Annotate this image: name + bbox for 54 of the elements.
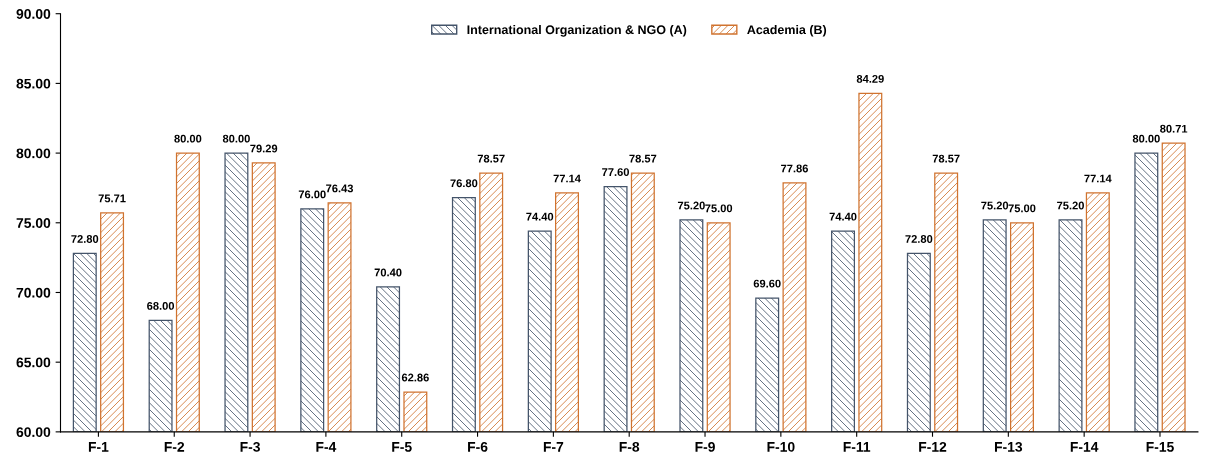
data-label: 77.60 [602,168,629,177]
x-tick-label: F-4 [316,442,337,452]
legend-label: Academia (B) [747,24,827,37]
x-tick-label: F-8 [619,441,640,452]
x-tick-label: F-5 [392,442,412,452]
x-tick-label: F-10 [767,441,795,452]
data-label: 72.80 [71,235,99,243]
x-tick-label: F-6 [468,441,488,452]
data-label: 76.00 [298,190,326,199]
data-label: 75.20 [981,201,1009,210]
y-tick-label: 70.00 [16,287,51,298]
y-tick-label: 80.00 [16,148,51,159]
y-tick-label: 75.00 [16,218,51,228]
data-label: 79.29 [250,144,278,153]
data-label: 77.14 [1084,174,1112,183]
data-label: 78.57 [932,154,960,163]
data-label: 80.00 [222,134,250,143]
x-tick-label: F-11 [843,442,871,452]
x-tick-label: F-12 [919,441,947,452]
data-label: 68.00 [147,301,175,310]
data-label: 76.43 [326,184,354,193]
x-tick-label: F-15 [1146,442,1174,452]
data-label: 80.00 [174,134,202,143]
x-tick-label: F-7 [543,442,564,452]
data-label: 74.40 [829,212,857,221]
x-tick-label: F-14 [1070,442,1099,452]
data-label: 75.20 [677,201,705,210]
y-tick-label: 90.00 [16,9,51,19]
data-label: 78.57 [477,154,505,163]
data-label: 78.57 [629,154,657,163]
y-tick-label: 65.00 [16,357,51,368]
data-label: 69.60 [753,279,781,288]
data-label: 72.80 [905,235,933,243]
y-tick-label: 85.00 [16,78,51,89]
x-tick-label: F-1 [88,442,109,452]
data-label: 75.00 [705,204,733,213]
data-label: 84.29 [856,74,884,83]
data-label: 77.14 [553,174,581,183]
x-tick-label: F-2 [164,441,185,452]
legend-label: International Organization & NGO (A) [467,24,687,37]
data-label: 70.40 [374,268,402,277]
data-label: 77.86 [781,164,808,173]
data-label: 62.86 [401,373,429,382]
data-label: 75.71 [98,194,126,203]
x-tick-label: F-3 [240,441,260,452]
data-label: 80.00 [1132,134,1160,143]
x-tick-label: F-9 [695,441,715,452]
data-label: 75.20 [1057,201,1084,210]
data-label: 76.80 [450,179,478,188]
data-label: 75.00 [1008,204,1036,213]
y-tick-label: 60.00 [16,427,51,438]
data-label: 74.40 [526,212,554,221]
data-label: 80.71 [1160,124,1188,133]
x-tick-label: F-13 [994,441,1023,452]
